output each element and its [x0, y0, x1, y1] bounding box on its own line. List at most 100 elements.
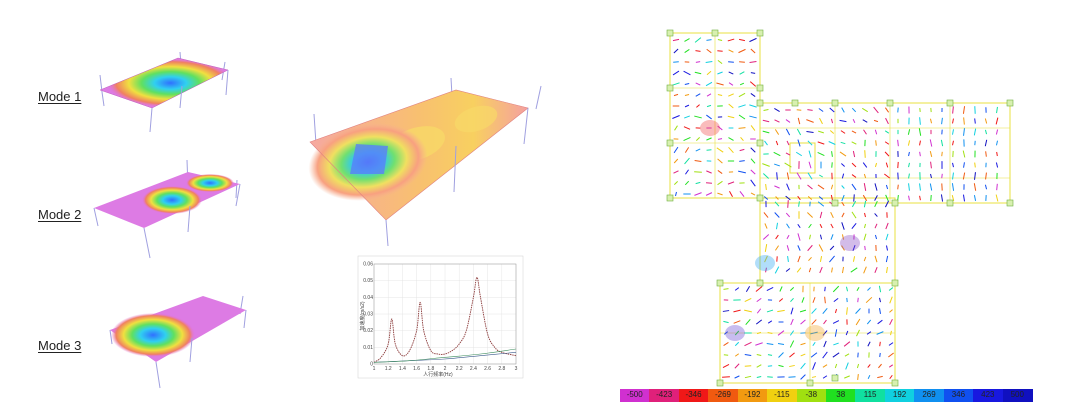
stress-vector	[717, 59, 723, 65]
stress-vector	[774, 119, 780, 123]
stress-vector	[823, 319, 827, 325]
stress-vector	[694, 159, 702, 163]
chart-y-axis-label: 加速度(m/s2)	[359, 301, 366, 331]
stress-vector	[695, 137, 701, 141]
stress-vector	[789, 286, 795, 292]
stress-vector	[851, 162, 857, 168]
stress-vector	[764, 255, 768, 263]
stress-vector	[744, 341, 752, 347]
stress-vector	[822, 307, 828, 315]
stress-vector	[789, 340, 795, 348]
legend-color-cell	[943, 389, 974, 402]
chart-y-tick-label: 0.04	[363, 295, 373, 301]
chart-x-axis-label: 人行频率(Hz)	[423, 371, 453, 378]
stress-vector	[806, 119, 814, 123]
support-node	[716, 379, 724, 387]
stress-vector	[716, 147, 724, 153]
legend-color-cell	[914, 389, 945, 402]
chart-x-tick-label: 2	[444, 366, 447, 372]
stress-vector	[797, 223, 801, 229]
stress-vector	[706, 48, 712, 54]
stress-vector	[851, 183, 857, 191]
stress-vector	[739, 190, 745, 198]
stress-vector	[941, 117, 943, 125]
stress-vector	[798, 201, 800, 207]
stress-vector	[863, 256, 867, 262]
stress-vector	[907, 129, 911, 135]
stress-vector	[843, 341, 851, 347]
stress-vector	[996, 151, 998, 157]
stress-vector	[733, 309, 741, 313]
stress-vector	[724, 331, 728, 335]
stress-vector	[995, 194, 999, 202]
stress-vector	[833, 298, 839, 302]
stress-vector	[853, 194, 855, 202]
stress-vector	[807, 212, 813, 218]
stress-vector	[790, 307, 794, 315]
stress-vector	[750, 158, 756, 164]
stress-vector	[830, 211, 834, 219]
stress-vector	[672, 82, 680, 86]
stress-vector	[717, 71, 723, 75]
stress-vector	[673, 146, 679, 154]
stress-vector	[797, 255, 801, 263]
chart-series-line	[373, 276, 517, 363]
stress-vector	[829, 130, 835, 134]
stress-vector	[673, 93, 679, 97]
stress-vector	[897, 184, 899, 190]
chart-y-tick-label: 0.06	[363, 262, 373, 268]
stress-vector	[874, 183, 878, 191]
stress-vector	[865, 296, 873, 304]
stress-vector	[765, 267, 767, 273]
stress-vector	[850, 267, 858, 273]
stress-vector	[919, 183, 921, 191]
stress-vector	[777, 309, 785, 313]
support-node	[756, 99, 764, 107]
chart-x-tick-label: 1.8	[427, 366, 434, 372]
stress-vector	[750, 93, 756, 97]
support-node	[666, 29, 674, 37]
stress-vector	[797, 233, 801, 241]
support-node	[946, 199, 954, 207]
stress-vector	[749, 61, 757, 63]
stress-vector	[951, 195, 955, 201]
stress-vector	[672, 38, 680, 42]
stress-vector	[845, 330, 849, 336]
stress-vector	[834, 329, 838, 337]
stress-vector	[841, 222, 845, 230]
chart-x-tick-label: 2.6	[484, 366, 491, 372]
legend-tick-label: -38	[805, 390, 818, 399]
stress-vector	[749, 81, 757, 87]
stress-vector	[785, 119, 791, 123]
stress-vector	[790, 297, 794, 303]
stress-vector	[775, 140, 779, 146]
stress-vector	[774, 129, 780, 135]
stress-vector	[973, 195, 977, 201]
legend-color-cell	[678, 389, 710, 402]
stress-vector	[797, 117, 801, 125]
stress-vector	[831, 151, 833, 157]
stress-vector	[723, 354, 729, 356]
stress-vector	[874, 195, 878, 201]
stress-vector	[951, 183, 955, 191]
stress-vector	[908, 162, 910, 168]
stress-vector	[706, 93, 712, 97]
stress-vector	[800, 374, 806, 380]
stress-vector	[789, 330, 795, 336]
stress-vector	[705, 182, 713, 184]
stress-vector	[862, 194, 868, 202]
stress-vector	[863, 183, 867, 191]
stress-vector	[845, 286, 849, 292]
stress-vector	[785, 128, 791, 136]
stress-vector	[867, 341, 871, 347]
stress-vector	[841, 185, 845, 189]
stress-vector	[877, 375, 883, 379]
stress-vector	[728, 71, 734, 75]
stress-vector	[812, 362, 816, 370]
stress-vector	[984, 184, 988, 190]
stress-vector	[785, 195, 791, 201]
stress-vector	[717, 125, 723, 131]
stress-vector	[728, 93, 734, 97]
stress-vector	[863, 129, 867, 135]
stress-vector	[762, 163, 770, 167]
